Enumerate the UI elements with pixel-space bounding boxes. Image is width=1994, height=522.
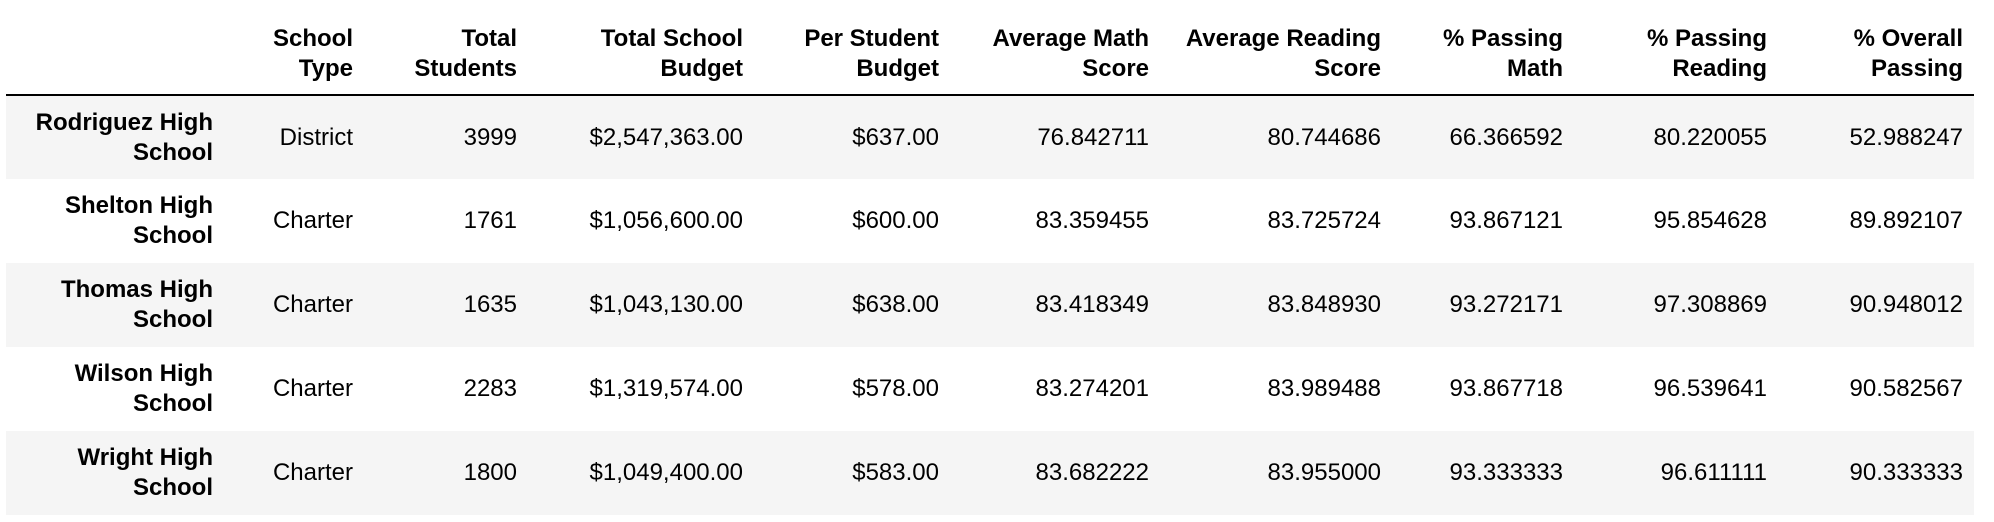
table-row: Rodriguez High School District 3999 $2,5…: [6, 95, 1974, 179]
cell-school-type: District: [279, 123, 353, 151]
row-label-school: Wright High School: [77, 444, 213, 501]
cell-total-school-budget: $1,056,600.00: [589, 207, 743, 234]
cell-average-math-score: 83.682222: [1035, 459, 1149, 486]
column-header-total-school-budget: Total School Budget: [528, 14, 754, 96]
cell-average-math-score: 76.842711: [1037, 123, 1149, 151]
cell-passing-math: 93.272171: [1449, 291, 1563, 318]
header-row: School Type Total Students Total School …: [6, 14, 1974, 96]
cell-average-math-score: 83.274201: [1035, 375, 1149, 402]
cell-average-reading-score: 80.744686: [1267, 123, 1381, 151]
row-label-school: Rodriguez High School: [35, 108, 213, 166]
school-summary-table: School Type Total Students Total School …: [6, 14, 1974, 515]
cell-per-student-budget: $637.00: [852, 123, 939, 151]
row-label-school: Shelton High School: [65, 192, 213, 249]
cell-total-school-budget: $1,043,130.00: [589, 291, 743, 318]
column-header-average-reading-score: Average Reading Score: [1160, 14, 1392, 96]
column-header-per-student-budget: Per Student Budget: [754, 14, 950, 96]
cell-overall-passing: 90.582567: [1849, 375, 1963, 402]
cell-school-type: Charter: [272, 375, 353, 402]
column-header-school-type: School Type: [224, 14, 364, 96]
cell-passing-math: 66.366592: [1449, 123, 1563, 151]
cell-school-type: Charter: [272, 459, 353, 486]
cell-passing-math: 93.333333: [1449, 459, 1563, 486]
column-header-passing-math: % Passing Math: [1392, 14, 1574, 96]
cell-passing-reading: 97.308869: [1653, 291, 1767, 318]
cell-total-students: 1800: [463, 459, 517, 486]
cell-average-reading-score: 83.989488: [1267, 375, 1381, 402]
cell-total-students: 2283: [463, 375, 517, 402]
cell-school-type: Charter: [272, 291, 353, 318]
cell-passing-reading: 95.854628: [1653, 207, 1767, 234]
index-header: [6, 14, 224, 96]
cell-average-math-score: 83.359455: [1035, 207, 1149, 234]
cell-per-student-budget: $638.00: [852, 291, 939, 318]
cell-total-students: 1635: [463, 291, 517, 318]
table-row: Wright High School Charter 1800 $1,049,4…: [6, 431, 1974, 515]
cell-average-math-score: 83.418349: [1035, 291, 1149, 318]
cell-total-school-budget: $1,049,400.00: [589, 459, 743, 486]
cell-average-reading-score: 83.848930: [1267, 291, 1381, 318]
cell-overall-passing: 90.333333: [1849, 459, 1963, 486]
table-row: Thomas High School Charter 1635 $1,043,1…: [6, 263, 1974, 347]
row-label-school: Thomas High School: [60, 276, 213, 333]
row-label-school: Wilson High School: [74, 360, 213, 417]
cell-overall-passing: 89.892107: [1849, 207, 1963, 234]
table-row: Wilson High School Charter 2283 $1,319,5…: [6, 347, 1974, 431]
column-header-overall-passing: % Overall Passing: [1778, 14, 1974, 96]
cell-per-student-budget: $583.00: [852, 459, 939, 486]
cell-passing-reading: 80.220055: [1653, 123, 1767, 151]
cell-school-type: Charter: [272, 207, 353, 234]
cell-per-student-budget: $578.00: [852, 375, 939, 402]
cell-overall-passing: 52.988247: [1849, 123, 1963, 151]
cell-total-students: 3999: [463, 123, 517, 151]
cell-overall-passing: 90.948012: [1849, 291, 1963, 318]
cell-passing-math: 93.867718: [1449, 375, 1563, 402]
cell-total-students: 1761: [463, 207, 517, 234]
column-header-average-math-score: Average Math Score: [950, 14, 1160, 96]
cell-passing-reading: 96.539641: [1653, 375, 1767, 402]
column-header-total-students: Total Students: [364, 14, 528, 96]
table-row: Shelton High School Charter 1761 $1,056,…: [6, 179, 1974, 263]
cell-average-reading-score: 83.725724: [1267, 207, 1381, 234]
column-header-passing-reading: % Passing Reading: [1574, 14, 1778, 96]
cell-per-student-budget: $600.00: [852, 207, 939, 234]
cell-passing-reading: 96.611111: [1660, 459, 1767, 486]
cell-passing-math: 93.867121: [1449, 207, 1563, 234]
cell-total-school-budget: $2,547,363.00: [589, 123, 743, 151]
cell-average-reading-score: 83.955000: [1267, 459, 1381, 486]
cell-total-school-budget: $1,319,574.00: [589, 375, 743, 402]
